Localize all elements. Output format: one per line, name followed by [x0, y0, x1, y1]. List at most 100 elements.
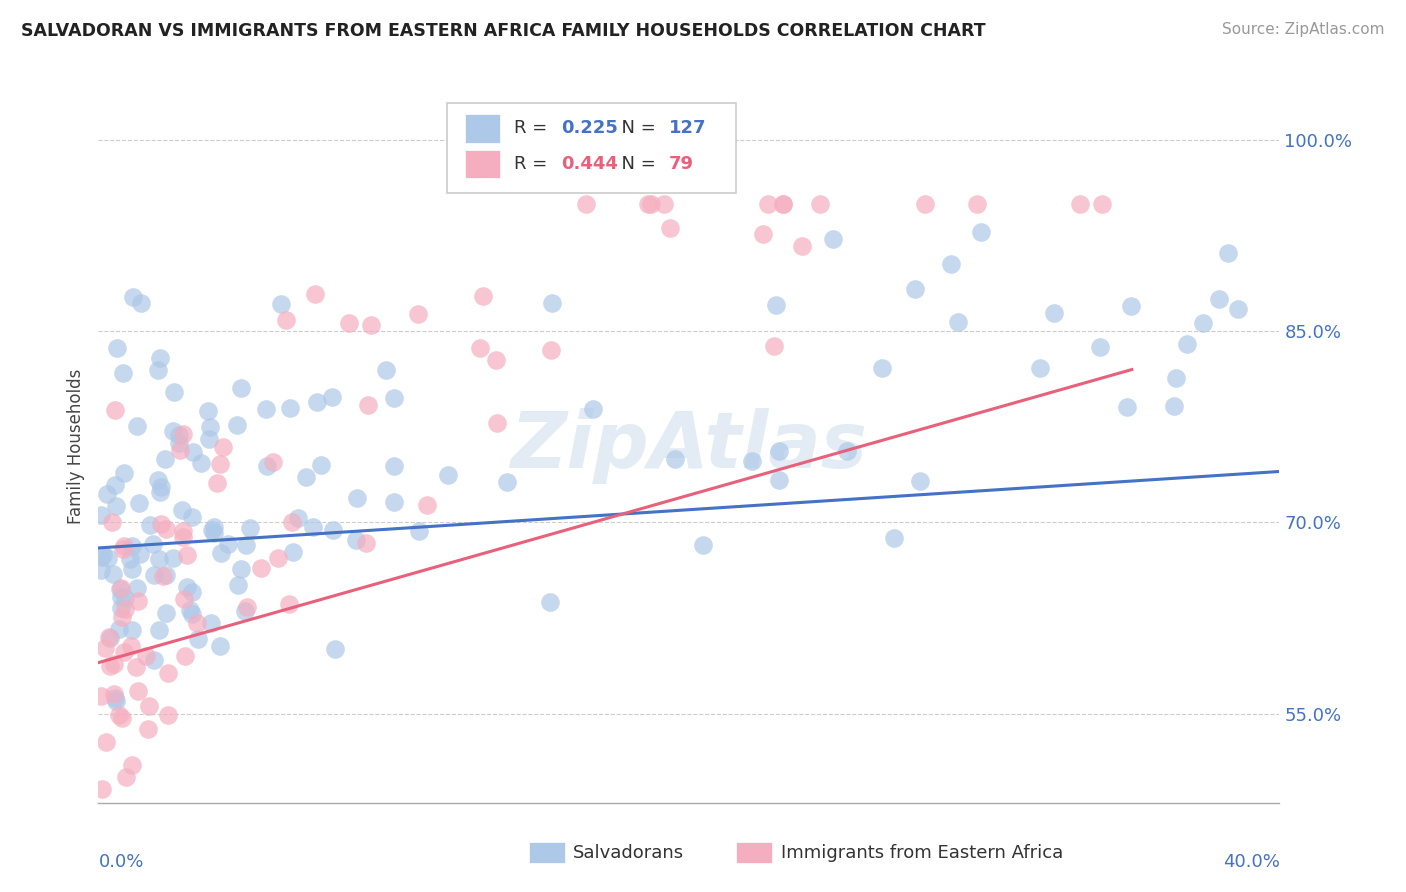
Text: Salvadorans: Salvadorans — [574, 844, 685, 862]
Point — [270, 297, 292, 311]
Point — [103, 657, 125, 671]
Point — [121, 758, 143, 772]
Point — [1121, 299, 1143, 313]
Point — [111, 542, 134, 557]
Y-axis label: Family Households: Family Households — [66, 368, 84, 524]
Point — [870, 361, 893, 376]
Point — [384, 391, 406, 405]
Point — [337, 316, 360, 330]
Point — [121, 562, 143, 576]
Bar — [737, 842, 772, 863]
Point — [181, 510, 204, 524]
Point — [167, 428, 190, 442]
Point — [104, 478, 127, 492]
Point — [202, 526, 225, 541]
Point — [238, 521, 260, 535]
Point — [114, 601, 136, 615]
Bar — [464, 150, 501, 178]
Point — [90, 508, 112, 522]
Point — [538, 595, 561, 609]
Point — [200, 616, 222, 631]
Point — [692, 538, 714, 552]
Point — [346, 491, 368, 506]
Point — [173, 592, 195, 607]
Point — [181, 584, 204, 599]
Point — [200, 420, 222, 434]
Point — [277, 597, 299, 611]
Point — [121, 540, 143, 554]
Point — [111, 711, 134, 725]
Point — [235, 603, 257, 617]
Point — [104, 402, 127, 417]
Point — [790, 239, 813, 253]
Point — [323, 642, 346, 657]
Point — [664, 452, 686, 467]
Point — [1226, 301, 1249, 316]
Point — [640, 197, 662, 211]
Text: N =: N = — [610, 120, 661, 137]
Point — [281, 545, 304, 559]
Point — [637, 197, 659, 211]
Point — [198, 432, 221, 446]
Point — [152, 569, 174, 583]
Point — [948, 315, 970, 329]
Point — [162, 425, 184, 439]
Point — [276, 313, 298, 327]
Point — [1088, 340, 1111, 354]
Text: 0.444: 0.444 — [561, 155, 619, 173]
Text: ZipAtlas: ZipAtlas — [510, 408, 868, 484]
Point — [309, 458, 332, 472]
Point — [139, 822, 162, 836]
Point — [768, 444, 790, 458]
Point — [125, 660, 148, 674]
Point — [821, 232, 844, 246]
Point — [143, 568, 166, 582]
Point — [179, 602, 201, 616]
Point — [105, 694, 128, 708]
Point — [226, 578, 249, 592]
Point — [202, 520, 225, 534]
Point — [322, 523, 344, 537]
Point — [354, 536, 377, 550]
Point — [98, 632, 121, 646]
Point — [172, 530, 194, 544]
Point — [96, 487, 118, 501]
Point — [149, 351, 172, 366]
Point — [98, 659, 121, 673]
Point — [375, 363, 398, 377]
Point — [382, 495, 405, 509]
Point — [112, 366, 135, 380]
Point — [344, 533, 367, 548]
Point — [835, 443, 858, 458]
Point — [121, 624, 143, 638]
Point — [172, 427, 194, 442]
Point — [772, 197, 794, 211]
Point — [941, 257, 963, 271]
Point — [1192, 316, 1215, 330]
Point — [104, 500, 127, 514]
Point — [416, 499, 439, 513]
Point — [908, 475, 931, 489]
Point — [131, 296, 153, 310]
Point — [654, 197, 676, 211]
FancyBboxPatch shape — [447, 103, 737, 193]
Point — [357, 398, 380, 412]
Point — [94, 640, 117, 655]
Text: SALVADORAN VS IMMIGRANTS FROM EASTERN AFRICA FAMILY HOUSEHOLDS CORRELATION CHART: SALVADORAN VS IMMIGRANTS FROM EASTERN AF… — [21, 22, 986, 40]
Point — [111, 610, 134, 624]
Point — [103, 687, 125, 701]
Point — [169, 443, 191, 458]
Point — [768, 473, 790, 487]
Text: R =: R = — [515, 155, 553, 173]
Point — [172, 524, 194, 538]
Point — [966, 197, 988, 211]
Point — [756, 197, 779, 211]
Point — [305, 395, 328, 409]
Point — [1091, 197, 1114, 211]
Text: 0.0%: 0.0% — [98, 853, 143, 871]
Point — [156, 707, 179, 722]
Point — [486, 417, 509, 431]
Point — [1216, 246, 1239, 260]
Point — [209, 640, 232, 654]
Point — [162, 551, 184, 566]
